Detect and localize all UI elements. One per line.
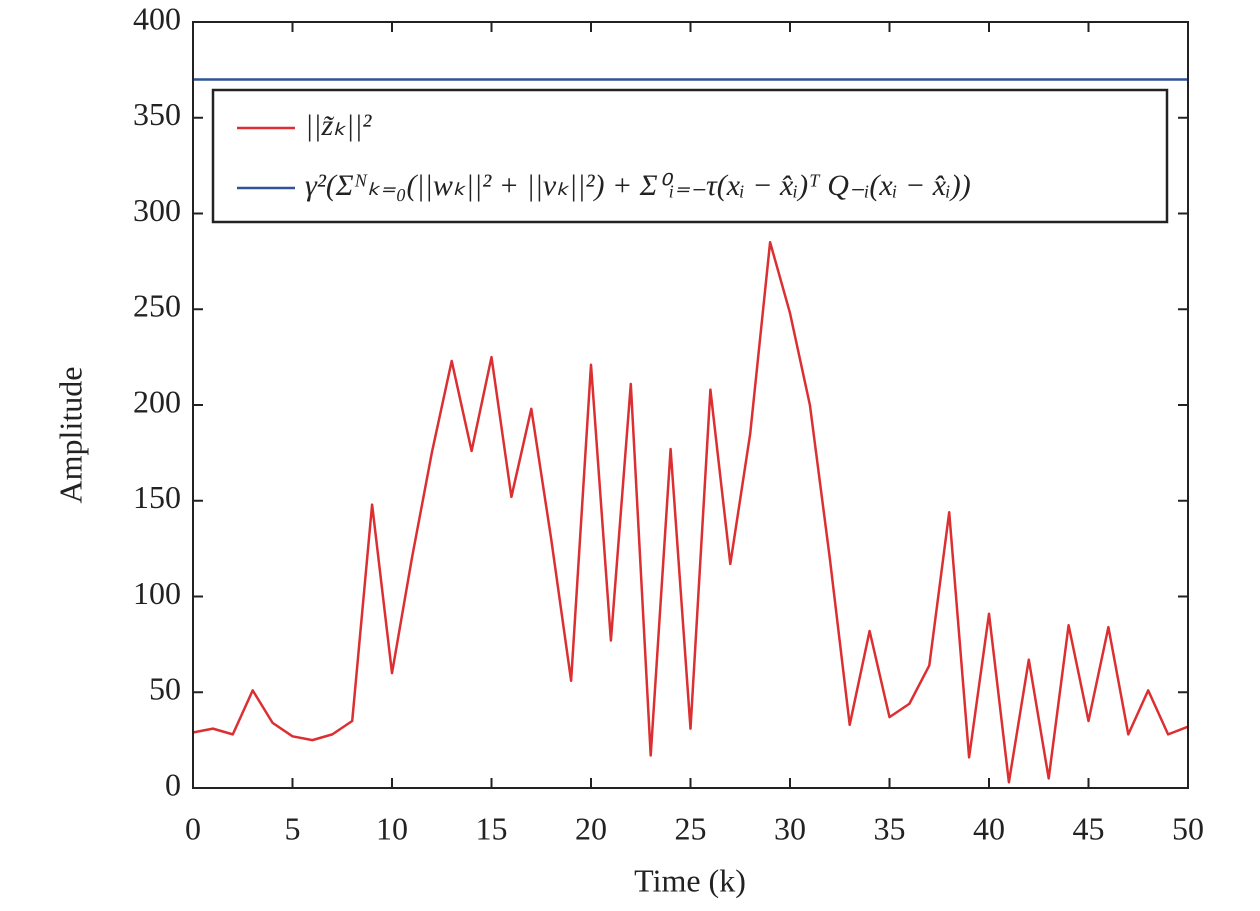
x-axis-label: Time (k) [634, 862, 746, 898]
legend-label: ||z̃ₖ||² [305, 109, 372, 142]
x-tick-label: 10 [376, 810, 408, 846]
y-tick-label: 200 [133, 383, 181, 419]
x-tick-label: 30 [774, 810, 806, 846]
x-tick-label: 15 [476, 810, 508, 846]
legend-label: γ²(Σᴺₖ₌₀(||wₖ||² + ||vₖ||²) + Σ⁰ᵢ₌₋τ(xᵢ … [305, 169, 971, 202]
data-line [192, 240, 1189, 784]
x-tick-label: 45 [1073, 810, 1105, 846]
y-tick-label: 250 [133, 288, 181, 324]
x-tick-label: 40 [973, 810, 1005, 846]
x-tick-label: 25 [675, 810, 707, 846]
plot-frame [192, 21, 1189, 789]
y-tick-label: 150 [133, 479, 181, 515]
x-tick-label: 0 [185, 810, 201, 846]
y-tick-label: 50 [149, 671, 181, 707]
legend-box [211, 88, 1169, 224]
y-axis-label: Amplitude [52, 367, 88, 504]
y-tick-label: 300 [133, 192, 181, 228]
x-tick-label: 20 [575, 810, 607, 846]
y-tick-label: 400 [133, 0, 181, 36]
y-tick-label: 0 [165, 766, 181, 802]
x-tick-label: 35 [874, 810, 906, 846]
y-tick-label: 100 [133, 575, 181, 611]
y-tick-label: 350 [133, 96, 181, 132]
x-tick-label: 5 [285, 810, 301, 846]
x-tick-label: 50 [1172, 810, 1204, 846]
